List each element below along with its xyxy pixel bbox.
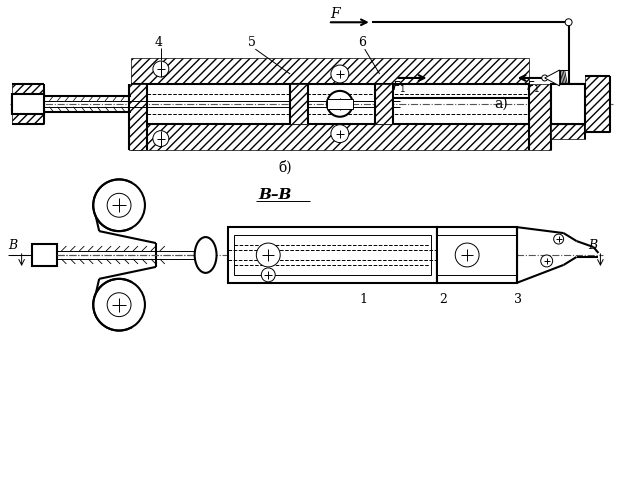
Circle shape xyxy=(541,255,553,267)
Text: B: B xyxy=(588,239,598,252)
Polygon shape xyxy=(544,70,560,86)
Circle shape xyxy=(93,279,145,330)
Circle shape xyxy=(153,61,169,77)
Bar xyxy=(375,84,392,124)
Circle shape xyxy=(565,19,572,26)
Bar xyxy=(585,76,610,132)
Circle shape xyxy=(554,234,563,244)
Bar xyxy=(129,84,147,149)
Text: 6: 6 xyxy=(358,36,365,49)
Circle shape xyxy=(331,125,349,143)
Text: б): б) xyxy=(278,160,292,175)
Text: B: B xyxy=(8,239,17,252)
Circle shape xyxy=(107,193,131,217)
Text: 1: 1 xyxy=(360,293,368,306)
Circle shape xyxy=(331,65,349,83)
Circle shape xyxy=(261,268,275,282)
Circle shape xyxy=(256,243,280,267)
Ellipse shape xyxy=(195,237,217,273)
Circle shape xyxy=(107,293,131,316)
Text: 4: 4 xyxy=(155,36,163,49)
Text: $F_1$: $F_1$ xyxy=(526,80,539,95)
Bar xyxy=(437,235,517,275)
Text: B–B: B–B xyxy=(258,188,291,202)
Text: а): а) xyxy=(494,97,508,111)
Bar xyxy=(229,227,437,283)
Text: 2: 2 xyxy=(440,293,447,306)
Bar xyxy=(131,124,529,149)
Circle shape xyxy=(455,243,479,267)
Circle shape xyxy=(542,75,548,81)
Bar xyxy=(290,84,308,124)
Circle shape xyxy=(153,131,169,146)
Bar xyxy=(12,84,43,124)
Bar xyxy=(234,235,431,275)
Bar xyxy=(437,227,517,283)
Text: F: F xyxy=(330,8,340,21)
Bar xyxy=(551,84,585,139)
Bar xyxy=(327,99,353,109)
Bar xyxy=(529,84,551,149)
Bar xyxy=(551,84,585,124)
Text: 3: 3 xyxy=(514,293,522,306)
Bar xyxy=(131,58,529,84)
Circle shape xyxy=(327,91,353,117)
Text: 5: 5 xyxy=(248,36,256,49)
Bar xyxy=(12,94,43,114)
Bar xyxy=(31,244,57,266)
Text: $F_1$: $F_1$ xyxy=(392,80,406,95)
Circle shape xyxy=(93,180,145,231)
